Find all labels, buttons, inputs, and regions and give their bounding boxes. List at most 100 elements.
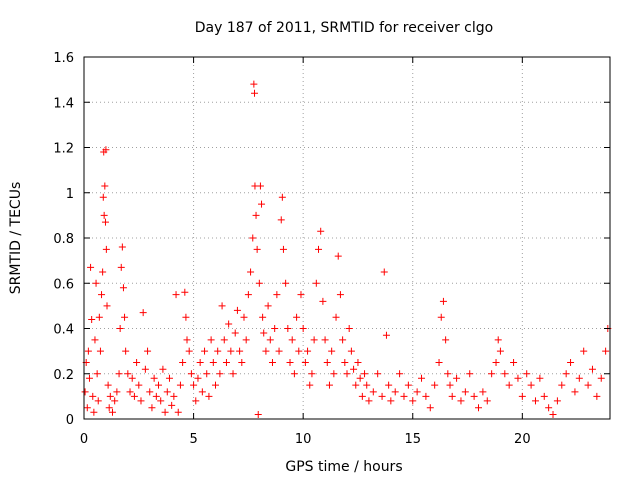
data-point [165, 374, 173, 382]
data-point [483, 397, 491, 405]
data-point [358, 392, 366, 400]
data-point [252, 211, 260, 219]
data-point [352, 381, 360, 389]
data-point [111, 397, 119, 405]
data-point [229, 370, 237, 378]
data-point [354, 358, 362, 366]
data-point [496, 347, 504, 355]
data-point [558, 381, 566, 389]
y-tick-labels: 0 0.2 0.4 0.6 0.8 1 1.2 1.4 1.6 [53, 51, 74, 428]
data-point [96, 347, 104, 355]
data-point [315, 245, 323, 253]
data-point [266, 336, 274, 344]
data-point [218, 302, 226, 310]
data-point [150, 374, 158, 382]
data-point [531, 397, 539, 405]
data-point [259, 313, 267, 321]
data-point [278, 193, 286, 201]
data-point [203, 370, 211, 378]
data-point [121, 313, 129, 321]
data-point [299, 325, 307, 332]
data-point [293, 313, 301, 321]
data-point [501, 370, 509, 378]
data-point [391, 388, 399, 396]
data-point [141, 365, 149, 373]
data-point [190, 381, 198, 389]
data-point [437, 313, 445, 321]
data-points [81, 80, 612, 418]
data-point [466, 370, 474, 378]
data-point [152, 392, 160, 400]
data-point [182, 313, 190, 321]
y-tick-label: 0.8 [53, 232, 74, 247]
data-point [262, 347, 270, 355]
data-point [510, 358, 518, 366]
data-point [94, 397, 102, 405]
data-point [244, 291, 252, 299]
data-point [310, 336, 318, 344]
data-point [128, 374, 136, 382]
data-point [119, 284, 127, 292]
data-point [297, 291, 305, 299]
data-point [137, 397, 145, 405]
data-point [475, 404, 482, 412]
data-point [103, 302, 111, 310]
data-point [435, 358, 443, 366]
data-point [225, 320, 233, 328]
data-point [345, 325, 353, 332]
data-point [126, 388, 134, 396]
data-point [553, 397, 561, 405]
data-point [380, 268, 388, 276]
data-point [277, 216, 285, 224]
data-point [356, 374, 364, 382]
data-point [448, 392, 456, 400]
x-tick-label: 20 [514, 432, 531, 447]
data-point [264, 302, 272, 310]
data-point [505, 381, 513, 389]
data-point [271, 325, 279, 332]
data-point [325, 381, 333, 389]
data-point [413, 388, 421, 396]
data-point [378, 392, 386, 400]
data-point [144, 347, 152, 355]
data-point [409, 397, 417, 405]
y-tick-label: 0.6 [53, 277, 74, 292]
data-point [549, 410, 557, 418]
data-point [205, 392, 213, 400]
data-point [87, 263, 95, 271]
data-point [295, 347, 303, 355]
data-point [222, 358, 230, 366]
data-point [369, 388, 377, 396]
data-point [328, 347, 336, 355]
data-point [118, 243, 126, 251]
axis-ticks [83, 56, 610, 420]
data-point [268, 358, 276, 366]
data-point [161, 408, 169, 416]
data-point [396, 370, 404, 378]
x-axis-label: GPS time / hours [285, 459, 402, 475]
y-tick-label: 0.4 [53, 323, 74, 338]
data-point [306, 381, 314, 389]
data-point [99, 268, 107, 276]
data-point [523, 370, 531, 378]
data-point [135, 381, 143, 389]
data-point [253, 245, 261, 253]
data-point [580, 347, 588, 355]
data-point [593, 392, 601, 400]
data-point [93, 370, 101, 378]
data-point [194, 374, 202, 382]
data-point [130, 392, 138, 400]
data-point [321, 336, 329, 344]
data-point [214, 347, 222, 355]
data-point [332, 313, 340, 321]
data-point [163, 388, 171, 396]
data-point [418, 374, 426, 382]
data-point [113, 388, 121, 396]
data-point [102, 146, 110, 154]
data-point [185, 347, 193, 355]
data-point [249, 234, 257, 242]
data-point [365, 397, 373, 405]
data-point [308, 370, 316, 378]
grid-lines [84, 57, 610, 419]
